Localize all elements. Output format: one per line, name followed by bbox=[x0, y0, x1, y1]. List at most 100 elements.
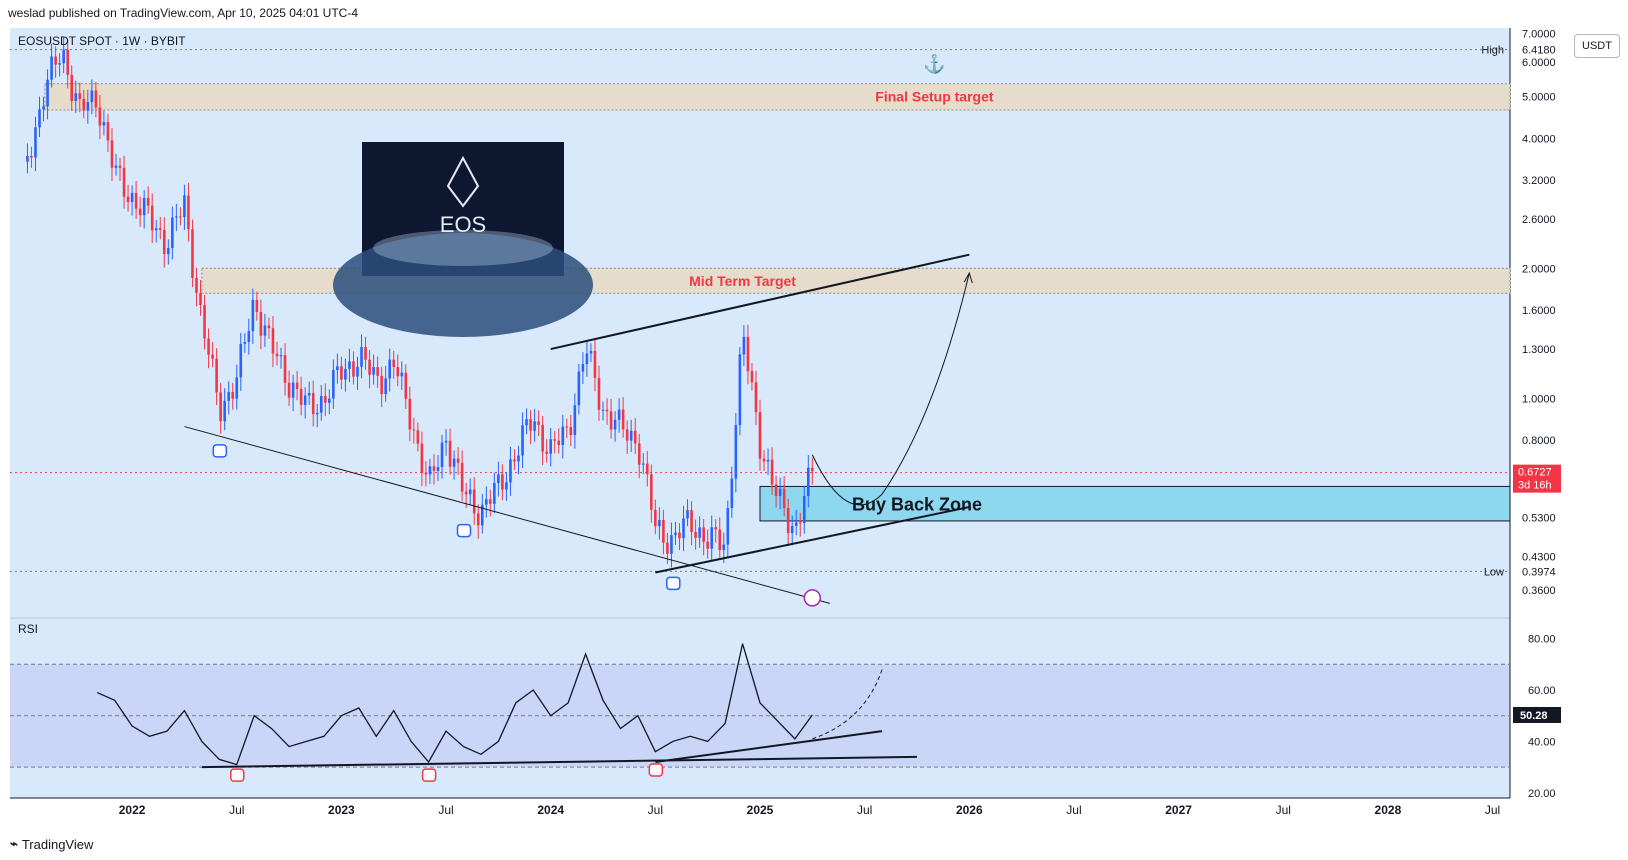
candle bbox=[380, 366, 383, 408]
candle bbox=[171, 206, 174, 260]
candle-body bbox=[557, 440, 561, 446]
candle bbox=[26, 143, 29, 174]
candle bbox=[493, 472, 496, 514]
candle bbox=[754, 370, 758, 426]
price-tick-label: 1.3000 bbox=[1522, 344, 1556, 356]
candle bbox=[682, 505, 685, 552]
candle-body bbox=[239, 343, 243, 378]
candle-body bbox=[58, 63, 61, 65]
candle-body bbox=[569, 427, 573, 436]
price-tick-label: 0.3600 bbox=[1522, 585, 1556, 597]
candle-body bbox=[714, 527, 718, 530]
candle-body bbox=[750, 371, 754, 383]
candle-body bbox=[802, 496, 806, 524]
candle bbox=[509, 446, 512, 496]
flash-icon bbox=[803, 589, 822, 607]
candle-body bbox=[706, 541, 709, 549]
candle-body bbox=[30, 156, 33, 158]
candle-body bbox=[537, 421, 540, 425]
candle-body bbox=[158, 228, 162, 230]
candle bbox=[420, 431, 424, 487]
time-tick-label: Jul bbox=[229, 803, 244, 817]
candle-body bbox=[38, 109, 41, 128]
candle bbox=[460, 450, 464, 501]
candle bbox=[344, 358, 347, 392]
candle-body bbox=[521, 425, 524, 456]
candle bbox=[529, 409, 532, 445]
candle bbox=[658, 507, 661, 540]
candle bbox=[758, 399, 762, 471]
candle bbox=[315, 403, 319, 428]
final-target-label: Final Setup target bbox=[875, 88, 994, 104]
buy-back-label: Buy Back Zone bbox=[852, 495, 982, 515]
candle-body bbox=[243, 342, 247, 344]
candle-body bbox=[605, 409, 609, 412]
candle bbox=[802, 485, 806, 534]
candle-body bbox=[416, 430, 420, 444]
candle-body bbox=[718, 529, 722, 551]
candle-body bbox=[368, 359, 371, 375]
candle bbox=[279, 347, 283, 369]
candle-body bbox=[666, 542, 669, 554]
candle-body bbox=[364, 347, 367, 360]
high-value: 6.4180 bbox=[1522, 45, 1556, 57]
currency-button[interactable]: USDT bbox=[1574, 34, 1620, 58]
candle-body bbox=[283, 355, 287, 383]
price-tick-label: 4.0000 bbox=[1522, 133, 1556, 145]
candle-body bbox=[678, 532, 681, 539]
candle-body bbox=[497, 474, 500, 484]
candle bbox=[706, 529, 709, 559]
candle bbox=[150, 193, 154, 244]
candle bbox=[191, 219, 194, 288]
candle bbox=[368, 350, 371, 389]
candle-body bbox=[78, 93, 82, 99]
candle-body bbox=[625, 429, 629, 441]
candle bbox=[585, 341, 589, 377]
mid-target-label: Mid Term Target bbox=[689, 273, 796, 289]
candle bbox=[94, 81, 98, 118]
candle bbox=[609, 398, 613, 439]
candle bbox=[154, 219, 158, 243]
thumbs-up-icon bbox=[212, 444, 228, 458]
candle-body bbox=[484, 499, 488, 505]
candle bbox=[436, 454, 440, 482]
candle-body bbox=[46, 79, 49, 107]
time-tick-label: 2026 bbox=[956, 803, 983, 817]
candle-body bbox=[388, 359, 391, 379]
time-tick-label: 2022 bbox=[119, 803, 146, 817]
thumbs-up-icon bbox=[648, 763, 664, 777]
candle-body bbox=[807, 467, 810, 497]
candle-body bbox=[480, 504, 484, 526]
candle-body bbox=[315, 412, 319, 415]
candle bbox=[118, 157, 122, 181]
candle-body bbox=[150, 205, 154, 231]
candle-body bbox=[533, 421, 536, 431]
candle bbox=[637, 434, 641, 479]
candle-body bbox=[404, 372, 408, 399]
logo-glow bbox=[373, 230, 553, 266]
candle-body bbox=[142, 197, 146, 216]
candle bbox=[811, 457, 814, 485]
candle-body bbox=[82, 98, 86, 111]
candle-body bbox=[332, 370, 335, 399]
candle-body bbox=[287, 382, 291, 398]
thumbs-up-icon bbox=[229, 768, 245, 782]
candle bbox=[718, 517, 722, 558]
candle-body bbox=[637, 443, 641, 465]
candle bbox=[348, 348, 351, 382]
candle bbox=[328, 389, 331, 415]
publish-info: weslad published on TradingView.com, Apr… bbox=[8, 6, 358, 20]
candle-body bbox=[291, 382, 295, 398]
candle bbox=[332, 359, 335, 409]
candle-body bbox=[203, 305, 206, 339]
candle bbox=[251, 288, 255, 344]
candle bbox=[734, 413, 738, 493]
candle-body bbox=[730, 478, 734, 509]
candle bbox=[742, 325, 746, 367]
candle bbox=[601, 401, 605, 421]
projection-arrow bbox=[811, 272, 970, 506]
candle-body bbox=[408, 398, 412, 430]
chart-canvas[interactable]: Final Setup target ⚓ Mid Term Target Buy Ba… bbox=[0, 0, 1628, 830]
candle bbox=[138, 196, 142, 227]
candle-body bbox=[70, 74, 74, 101]
